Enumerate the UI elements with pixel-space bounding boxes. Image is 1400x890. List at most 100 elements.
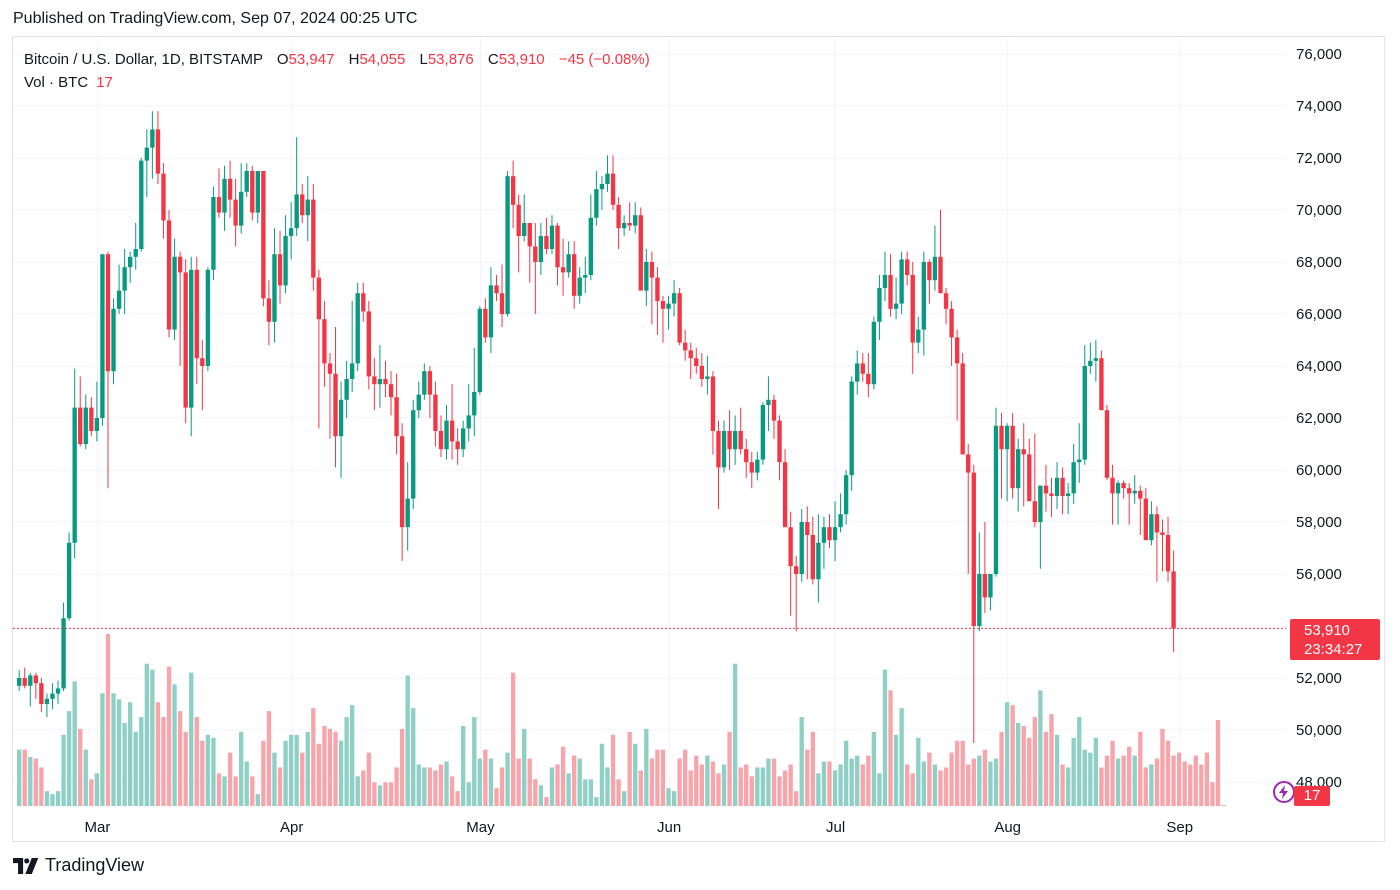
candle-body (222, 178, 227, 213)
volume-bar (89, 779, 94, 806)
volume-bar (300, 752, 305, 806)
candle (1043, 464, 1049, 512)
volume-bar (22, 749, 27, 806)
candle-body (261, 171, 266, 299)
candle-body (1149, 514, 1154, 541)
candle-body (638, 215, 643, 291)
candle (50, 683, 55, 710)
volume-bar (122, 722, 127, 806)
candle (139, 158, 144, 252)
volume-bar (94, 773, 100, 806)
candle (849, 376, 854, 491)
volume-bar (1121, 755, 1126, 806)
volume-bar (427, 767, 433, 806)
x-tick-label: Jun (657, 819, 681, 836)
candle (22, 667, 27, 689)
candle (333, 327, 338, 468)
candle (666, 295, 671, 330)
volume-bar (566, 773, 571, 806)
candle (250, 165, 255, 221)
volume-value: 17 (96, 74, 113, 91)
footer-brand[interactable]: TradingView (13, 855, 144, 876)
candle-body (827, 527, 832, 541)
candle (111, 298, 116, 385)
candle-body (616, 204, 621, 229)
candle-body (877, 288, 882, 322)
candle-body (683, 342, 688, 351)
candle-body (294, 194, 299, 229)
lightning-icon[interactable] (1272, 780, 1296, 804)
grid (13, 37, 1286, 806)
candle-body (960, 363, 965, 455)
candle-body (1010, 425, 1015, 489)
volume-bar (139, 717, 144, 806)
candle-body (671, 293, 677, 304)
candle-body (905, 259, 910, 275)
volume-bar (805, 749, 810, 806)
candle-body (338, 399, 344, 437)
volume-bar (760, 767, 766, 806)
candle-body (250, 171, 255, 213)
candle-body (78, 407, 83, 444)
candle-body (239, 191, 244, 226)
candle (1088, 342, 1093, 374)
volume-bar (1143, 767, 1148, 806)
candle (522, 194, 527, 242)
volume-bar (255, 794, 260, 806)
candle (677, 288, 682, 346)
candle-body (788, 527, 793, 567)
volume-bar (216, 773, 222, 806)
volume-bar (877, 773, 882, 806)
volume-bar (688, 770, 693, 806)
candle (993, 407, 999, 577)
candle-body (1160, 532, 1165, 535)
symbol-label[interactable]: Bitcoin / U.S. Dollar, 1D, BITSTAMP (24, 51, 263, 68)
volume-bar (766, 758, 771, 806)
candle (288, 202, 294, 260)
tradingview-logo-icon (13, 857, 39, 874)
volume-bar (616, 779, 621, 806)
volume-bar (683, 749, 688, 806)
candle-body (816, 542, 821, 580)
candle (305, 176, 310, 242)
candle (744, 438, 749, 478)
candle-body (1132, 490, 1137, 494)
candle-body (461, 428, 466, 450)
candle-body (710, 376, 716, 431)
candle-body (61, 618, 66, 689)
candle-body (927, 262, 932, 281)
candle-body (411, 410, 416, 499)
candle-body (422, 371, 427, 395)
volume-bar (144, 663, 149, 806)
volume-bar (116, 699, 122, 806)
candle (788, 511, 793, 616)
volume-bar (1165, 740, 1171, 806)
candle-body (555, 225, 560, 268)
volume-bar (932, 764, 938, 806)
candle (977, 532, 982, 632)
volume-bar (638, 770, 643, 806)
volume-bar (266, 711, 272, 806)
candle-body (621, 223, 627, 229)
candle-body (172, 256, 177, 330)
chart-frame[interactable] (12, 36, 1385, 842)
candle-body (372, 376, 377, 385)
y-tick-label: 62,000 (1296, 410, 1342, 427)
y-tick-label: 50,000 (1296, 722, 1342, 739)
candle (122, 249, 127, 314)
y-tick-label: 60,000 (1296, 462, 1342, 479)
candle-body (921, 262, 926, 330)
candle-body (33, 675, 38, 684)
candle (1032, 433, 1037, 528)
x-tick-label: Jul (826, 819, 845, 836)
candle-body (705, 376, 710, 379)
volume-label[interactable]: Vol · BTC (24, 74, 89, 91)
candle (583, 256, 588, 294)
candle (710, 371, 716, 455)
volume-bar (788, 764, 793, 806)
candle (1093, 340, 1099, 382)
volume-bar (466, 782, 471, 806)
candle-body (971, 472, 976, 626)
candle-body (910, 275, 915, 343)
